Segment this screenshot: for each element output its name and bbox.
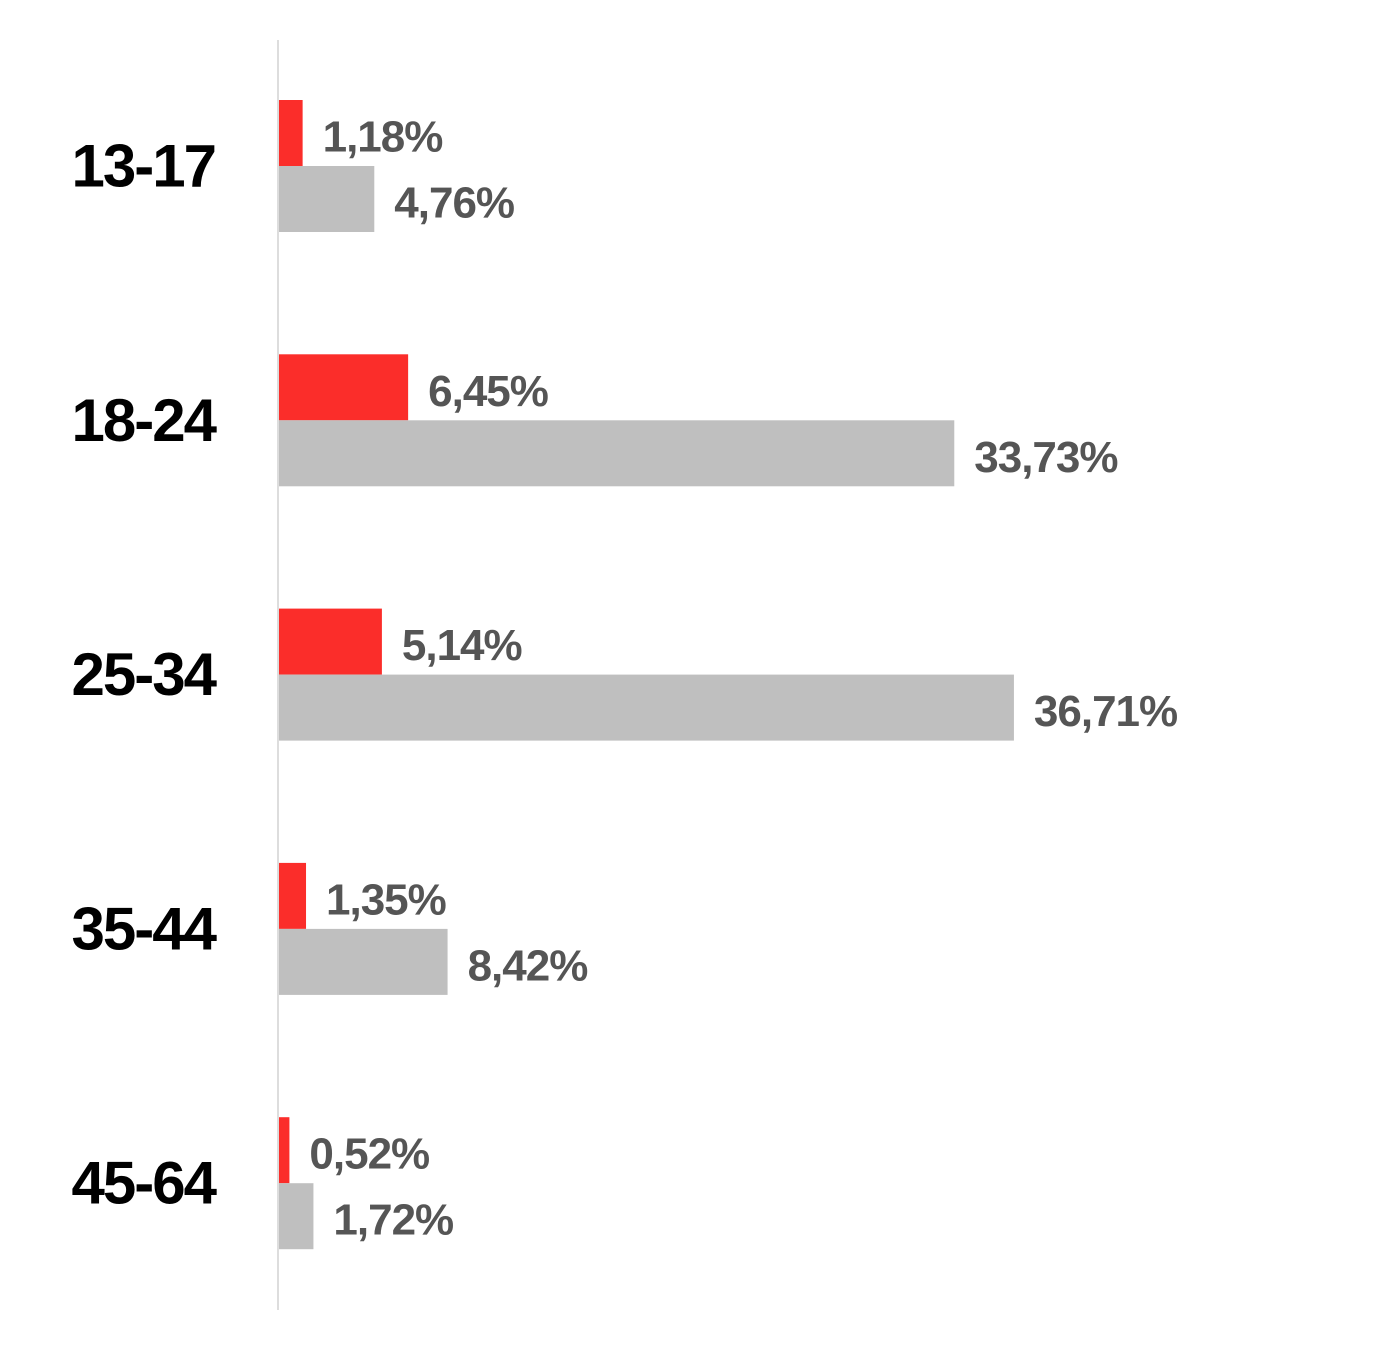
category-label: 13-17 xyxy=(72,133,215,200)
bar xyxy=(279,674,1014,741)
bar xyxy=(279,1183,314,1250)
bar xyxy=(279,100,303,166)
category-label: 18-24 xyxy=(72,387,218,454)
bar xyxy=(279,862,307,929)
bar xyxy=(279,354,409,421)
value-label: 4,76% xyxy=(394,179,514,228)
value-label: 36,71% xyxy=(1034,687,1177,736)
value-label: 1,18% xyxy=(323,113,443,162)
bar xyxy=(279,928,448,995)
value-label: 1,72% xyxy=(333,1196,453,1245)
value-label: 1,35% xyxy=(326,875,446,924)
value-label: 6,45% xyxy=(428,367,548,416)
value-label: 8,42% xyxy=(468,941,588,990)
category-label: 25-34 xyxy=(72,641,218,708)
bar xyxy=(279,420,955,487)
value-label: 5,14% xyxy=(402,621,522,670)
bar xyxy=(279,166,375,232)
bar xyxy=(279,608,382,675)
bar xyxy=(279,1117,290,1184)
category-label: 45-64 xyxy=(72,1150,218,1217)
value-label: 33,73% xyxy=(974,433,1117,482)
category-label: 35-44 xyxy=(72,895,218,962)
value-label: 0,52% xyxy=(309,1130,429,1179)
